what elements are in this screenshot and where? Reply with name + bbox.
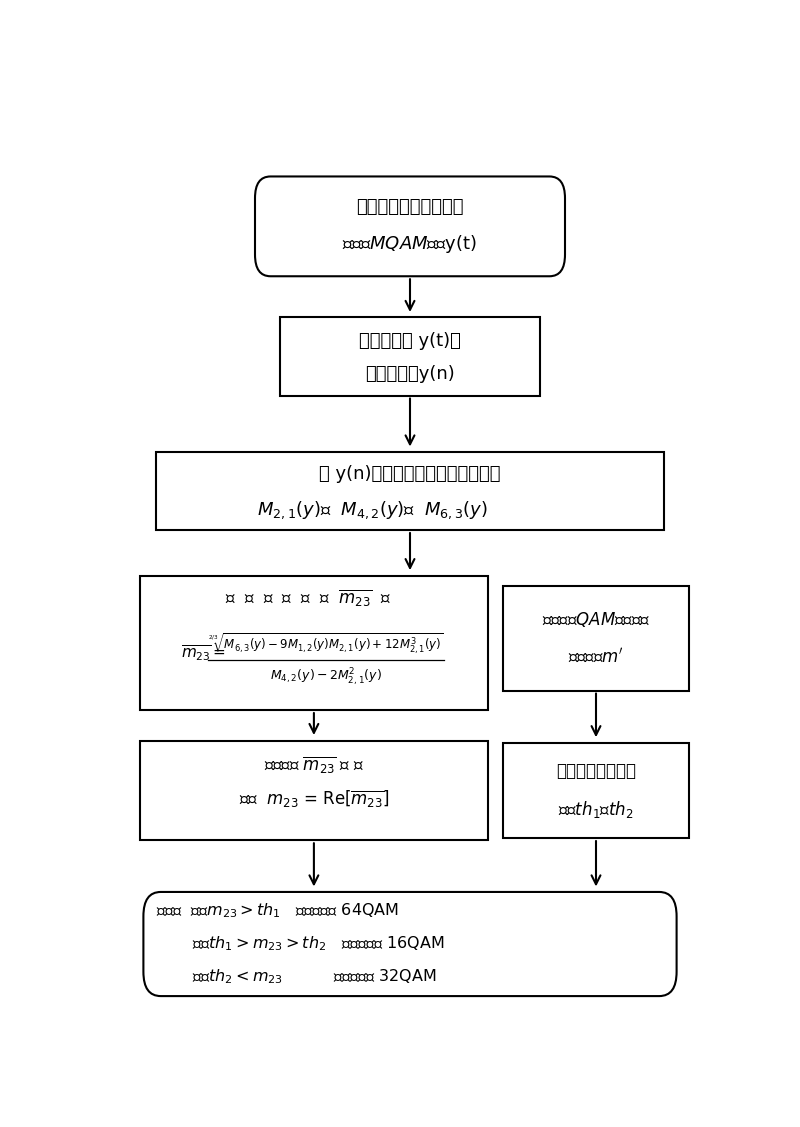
FancyBboxPatch shape (140, 740, 487, 841)
Text: 求  出  到  组  合  矩  $\overline{m_{23}}$  ：: 求 出 到 组 合 矩 $\overline{m_{23}}$ ： (225, 587, 391, 609)
Text: 的理论值$m'$: 的理论值$m'$ (568, 648, 624, 667)
Text: 道下的$MQAM$信号y(t): 道下的$MQAM$信号y(t) (342, 232, 478, 255)
Text: 求 y(n)的二阶矩，四阶矩，六阶矩: 求 y(n)的二阶矩，四阶矩，六阶矩 (319, 464, 501, 482)
Text: 如果$th_2<m_{23}$          调制方式为 32QAM: 如果$th_2<m_{23}$ 调制方式为 32QAM (192, 968, 436, 986)
Text: 部，  $m_{23}$ = Re[$\overline{m_{23}}$]: 部， $m_{23}$ = Re[$\overline{m_{23}}$] (238, 789, 389, 809)
FancyBboxPatch shape (255, 177, 565, 276)
Text: 求组合矩 $\overline{m_{23}}$ 的 实: 求组合矩 $\overline{m_{23}}$ 的 实 (264, 754, 364, 775)
Text: 求出各阶$QAM$特征向量: 求出各阶$QAM$特征向量 (542, 610, 650, 629)
Text: $\overline{m_{23}}=$: $\overline{m_{23}}=$ (181, 644, 226, 663)
Text: 行过采样得y(n): 行过采样得y(n) (365, 365, 455, 383)
Text: 如果$th_1>m_{23}>th_2$   调制方式为 16QAM: 如果$th_1>m_{23}>th_2$ 调制方式为 16QAM (192, 934, 444, 953)
Text: $M_{4,2}(y)-2M^{2}_{2,1}(y)$: $M_{4,2}(y)-2M^{2}_{2,1}(y)$ (270, 667, 382, 689)
FancyBboxPatch shape (143, 891, 677, 996)
Text: $\sqrt[2/3]{M_{6,3}(y)-9M_{1,2}(y)M_{2,1}(y)+12M^{3}_{2,1}(y)}$: $\sqrt[2/3]{M_{6,3}(y)-9M_{1,2}(y)M_{2,1… (208, 632, 444, 657)
Text: $M_{2,1}(y)$，  $M_{4,2}(y)$，  $M_{6,3}(y)$: $M_{2,1}(y)$， $M_{4,2}(y)$， $M_{6,3}(y)$ (258, 499, 488, 521)
FancyBboxPatch shape (503, 743, 689, 838)
Text: 求出调制方式判决: 求出调制方式判决 (556, 762, 636, 780)
Text: 判决：  如果$m_{23}>th_1$   调制方式为 64QAM: 判决： 如果$m_{23}>th_1$ 调制方式为 64QAM (156, 902, 399, 921)
FancyBboxPatch shape (280, 318, 540, 396)
Text: 门限$th_1$，$th_2$: 门限$th_1$，$th_2$ (558, 799, 634, 820)
FancyBboxPatch shape (156, 452, 664, 530)
FancyBboxPatch shape (140, 576, 487, 710)
Text: 对接收到的 y(t)进: 对接收到的 y(t)进 (359, 332, 461, 349)
FancyBboxPatch shape (503, 586, 689, 691)
Text: 接收到经过瑞利衰落信: 接收到经过瑞利衰落信 (356, 198, 464, 216)
